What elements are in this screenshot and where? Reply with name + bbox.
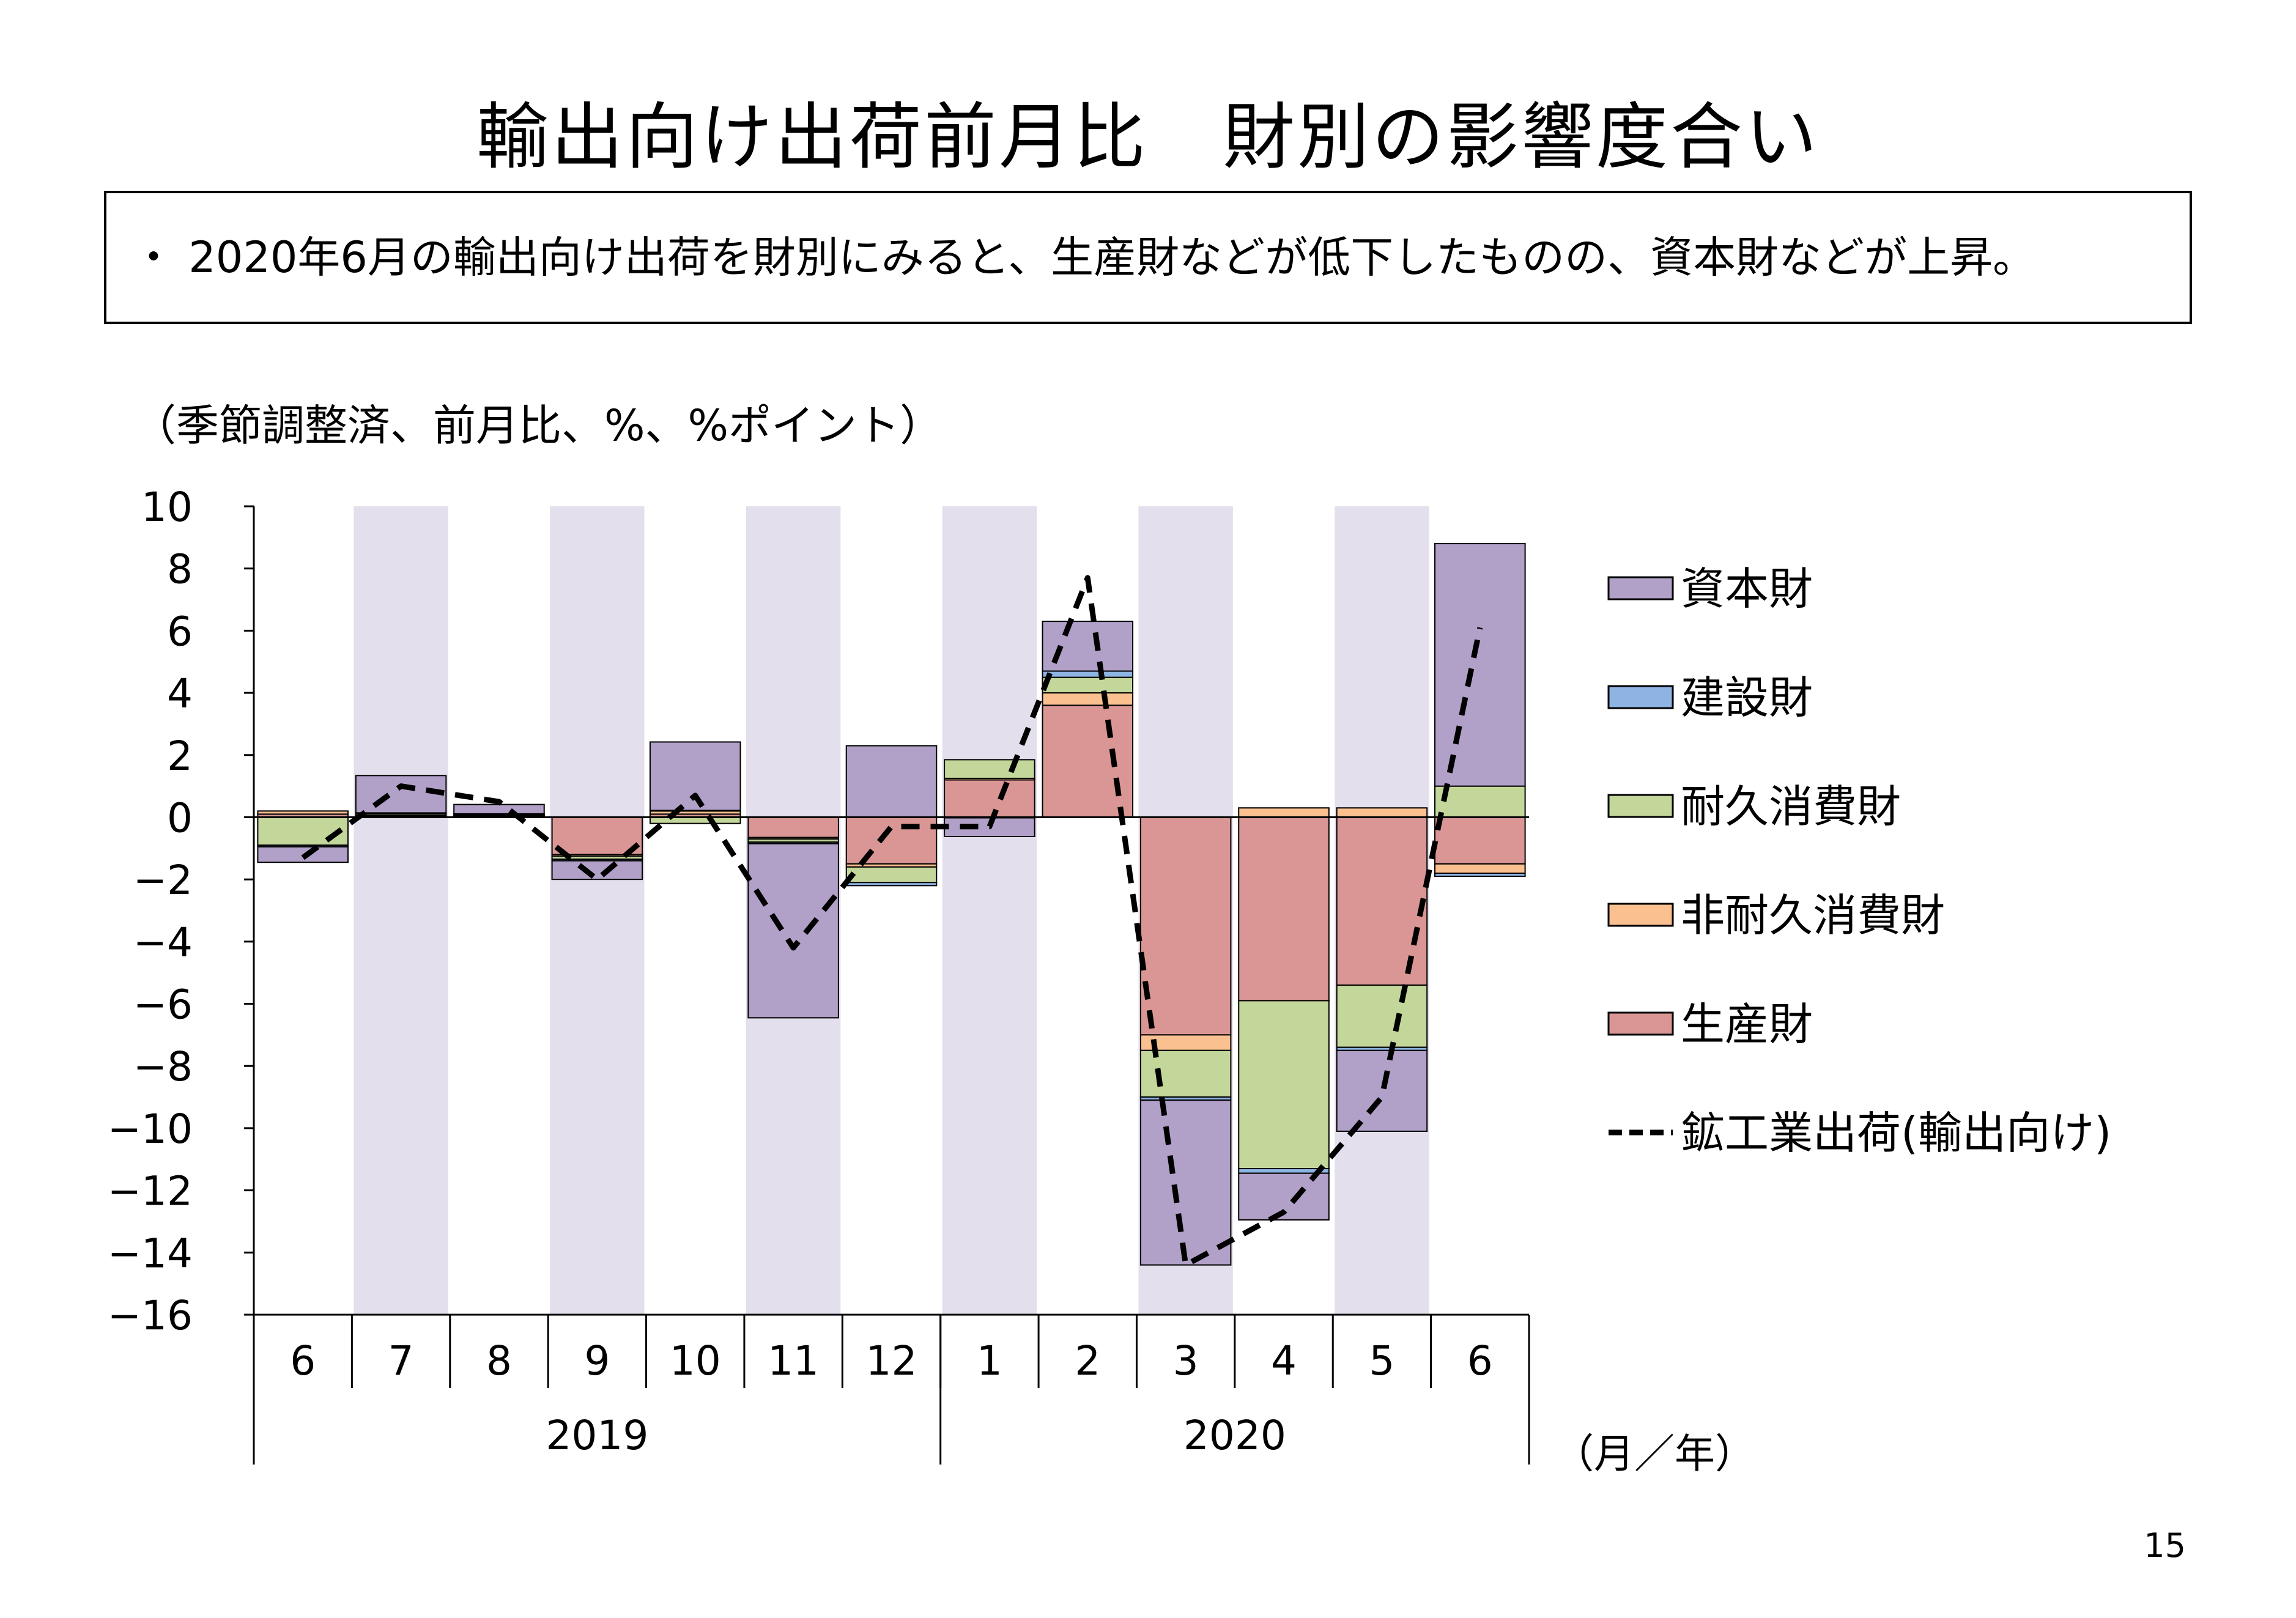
x-tick-label: 4 [1271, 1337, 1297, 1384]
bar-segment-4-9 [1139, 1099, 1232, 1266]
bar-segment-3-12 [1434, 872, 1526, 877]
y-tick-label: 8 [167, 546, 193, 593]
shade-band-3 [550, 506, 645, 1315]
legend-label: 非耐久消費財 [1681, 890, 1945, 941]
x-tick-label: 5 [1369, 1337, 1394, 1384]
y-tick-label: −2 [133, 857, 193, 904]
x-tick-label: 8 [486, 1337, 512, 1384]
bar-segment-1-8 [1042, 692, 1134, 706]
bar-segment-0-10 [1238, 816, 1330, 1002]
stacked-bars [257, 543, 1526, 1266]
bar-segment-2-9 [1139, 1049, 1232, 1098]
shipments-line [301, 575, 1483, 1268]
bar-segment-0-9 [1139, 816, 1232, 1036]
bar-segment-0-7 [944, 779, 1035, 818]
x-tick-label: 3 [1173, 1337, 1199, 1384]
bar-segment-4-1 [355, 775, 447, 814]
legend-label: 生産財 [1681, 999, 1813, 1050]
bar-segment-1-0 [257, 810, 349, 815]
bar-segment-2-4 [649, 816, 741, 824]
y-tick-label: −16 [108, 1292, 193, 1339]
x-tick-label: 12 [866, 1337, 917, 1384]
legend-label: 鉱工業出荷(輸出向け) [1681, 1107, 2111, 1159]
bar-segment-4-5 [747, 843, 839, 1019]
units-note: （季節調整済、前月比、%、%ポイント） [133, 401, 943, 451]
x-tick-label: 9 [584, 1337, 610, 1384]
bar-segment-0-5 [747, 816, 839, 838]
bar-segment-4-8 [1042, 621, 1134, 672]
shade-band-7 [942, 506, 1037, 1315]
summary-box: ・ 2020年6月の輸出向け出荷を財別にみると、生産財などが低下したものの、資本… [104, 191, 2192, 324]
bar-segment-0-6 [845, 816, 938, 865]
bar-segment-2-6 [845, 866, 938, 884]
bar-segment-4-6 [845, 745, 938, 818]
bar-segment-1-11 [1336, 807, 1428, 818]
summary-text: ・ 2020年6月の輸出向け出荷を財別にみると、生産財などが低下したものの、資本… [132, 232, 2036, 283]
y-tick-label: 10 [141, 484, 193, 531]
y-tick-label: −4 [133, 919, 193, 966]
shipments-line-path [301, 575, 1483, 1268]
shade-band-1 [354, 506, 448, 1315]
bar-segment-2-11 [1336, 984, 1428, 1048]
bar-segment-0-12 [1434, 816, 1526, 865]
bar-segment-1-12 [1434, 863, 1526, 874]
y-tick-label: 2 [167, 733, 193, 780]
y-tick-label: −8 [133, 1043, 193, 1090]
year-label: 2019 [546, 1412, 648, 1459]
bar-segment-1-10 [1238, 807, 1330, 818]
bar-segment-0-3 [551, 816, 643, 855]
bar-segment-4-2 [453, 803, 545, 815]
y-tick-label: 0 [167, 794, 193, 841]
bar-segment-4-3 [551, 860, 643, 881]
legend-swatch-4 [1607, 1011, 1674, 1036]
legend-swatch-2 [1607, 794, 1674, 818]
bar-segment-3-8 [1042, 670, 1134, 678]
legend-swatch-1 [1607, 685, 1674, 709]
bar-segment-0-11 [1336, 816, 1428, 986]
x-unit-label: （月／年） [1554, 1430, 1755, 1477]
y-tick-label: 6 [167, 608, 193, 655]
bar-segment-0-8 [1042, 704, 1134, 818]
x-tick-label: 10 [670, 1337, 721, 1384]
legend-label: 耐久消費財 [1681, 781, 1901, 832]
x-tick-label: 6 [290, 1337, 316, 1384]
y-tick-label: −12 [108, 1168, 193, 1215]
legend-label: 資本財 [1681, 563, 1813, 615]
legend-swatch-0 [1607, 576, 1674, 600]
bar-segment-3-6 [845, 882, 938, 887]
bar-segment-2-7 [944, 759, 1035, 779]
legend-label: 建設財 [1681, 672, 1813, 723]
bar-segment-2-8 [1042, 676, 1134, 694]
bar-segment-2-12 [1434, 785, 1526, 818]
page-title: 輸出向け出荷前月比 財別の影響度合い [476, 95, 1820, 179]
x-tick-label: 11 [768, 1337, 819, 1384]
x-tick-label: 7 [388, 1337, 414, 1384]
page-number: 15 [2144, 1526, 2186, 1565]
year-label: 2020 [1183, 1412, 1286, 1459]
y-tick-label: −14 [108, 1230, 193, 1277]
y-tick-label: −10 [108, 1106, 193, 1153]
x-tick-label: 6 [1467, 1337, 1493, 1384]
y-tick-label: −6 [133, 981, 193, 1029]
bar-segment-4-12 [1434, 543, 1526, 787]
x-tick-label: 1 [977, 1337, 1002, 1384]
legend-swatch-3 [1607, 903, 1674, 927]
x-tick-label: 2 [1075, 1337, 1100, 1384]
bar-segment-4-11 [1336, 1049, 1428, 1132]
bar-segment-2-10 [1238, 1000, 1330, 1170]
y-tick-label: 4 [167, 670, 193, 717]
